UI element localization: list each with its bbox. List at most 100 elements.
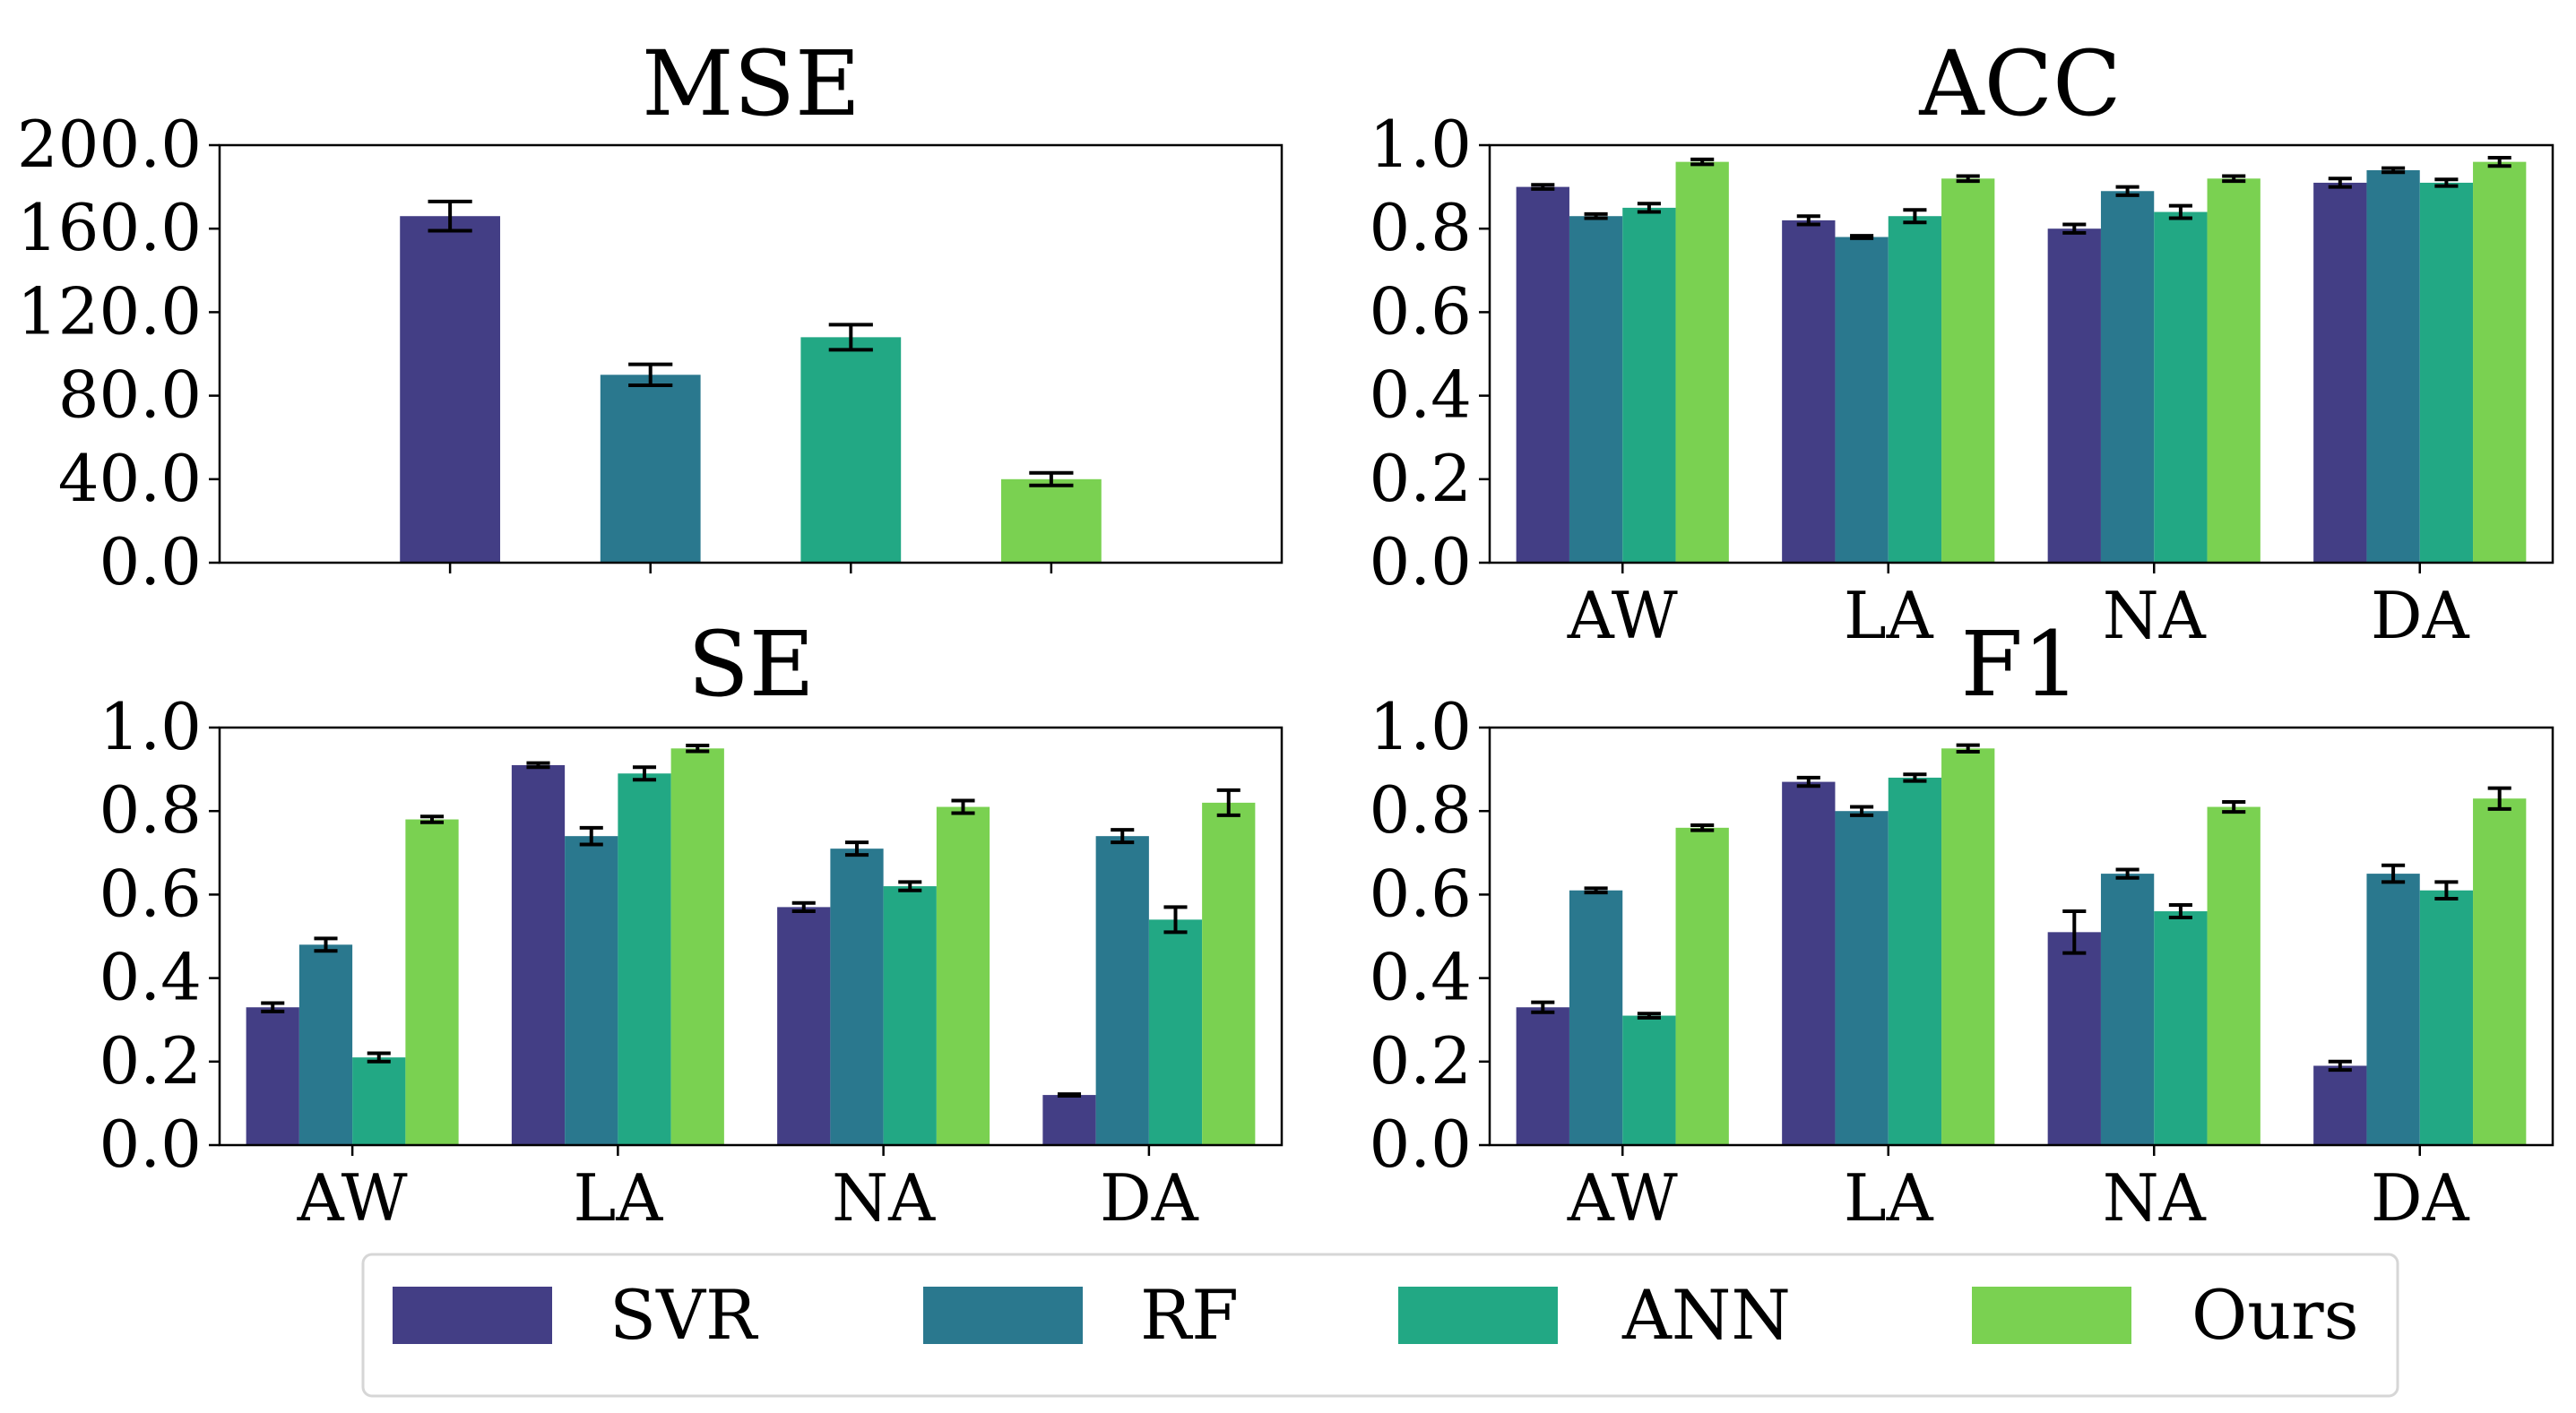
bar-f1-rf-la — [1835, 811, 1889, 1145]
panel-f1: F1 0.0 0.2 0.4 0.6 0.8 1.0 AW LA NA DA — [1369, 612, 2554, 1236]
ytick-label-f1: 0.0 — [1369, 1107, 1472, 1182]
error-bar-f1-ours-da — [2487, 786, 2511, 811]
axes-frame-f1 — [1488, 726, 2554, 1147]
error-bar-f1-ann-na — [2168, 903, 2192, 920]
bar-f1-svr-la — [1782, 781, 1836, 1145]
bar-f1-ann-la — [1888, 777, 1942, 1145]
ytick-label-f1: 0.2 — [1369, 1023, 1472, 1099]
panel-mse: MSE 0.0 40.0 80.0 120.0 160.0 200.0 — [17, 31, 1284, 599]
error-bar-se-svr-da — [1057, 1092, 1082, 1099]
error-bar-se-ann-na — [898, 880, 922, 892]
axes-frame-mse — [218, 143, 1284, 564]
error-bar-se-rf-da — [1111, 828, 1135, 845]
plot-area-f1: 0.0 0.2 0.4 0.6 0.8 1.0 AW LA NA DA — [1369, 689, 2554, 1236]
ytick-label-mse: 120.0 — [17, 273, 202, 349]
ytick-label-se: 0.2 — [99, 1023, 202, 1099]
bar-mse-ann — [800, 337, 902, 563]
bar-acc-svr-na — [2047, 228, 2101, 563]
axes-frame-acc — [1488, 143, 2554, 564]
xtick-label-f1-na: NA — [2103, 1160, 2207, 1236]
bar-acc-ann-na — [2154, 211, 2208, 563]
legend-swatch-ann — [1398, 1287, 1558, 1344]
panel-title-se: SE — [687, 612, 815, 717]
bar-acc-ours-aw — [1675, 161, 1729, 563]
bar-acc-rf-na — [2100, 191, 2155, 563]
legend-swatch-ours — [1972, 1287, 2131, 1344]
ytick-label-se: 0.4 — [99, 940, 202, 1015]
error-bar-f1-svr-aw — [1531, 1000, 1555, 1014]
error-bar-f1-svr-da — [2328, 1059, 2352, 1073]
bar-f1-ann-aw — [1622, 1015, 1676, 1145]
bar-mse-svr — [400, 216, 501, 563]
bar-mse-ours — [1000, 478, 1102, 563]
ytick-label-se: 0.6 — [99, 856, 202, 931]
bar-se-rf-la — [565, 836, 618, 1145]
bar-f1-svr-na — [2047, 932, 2101, 1145]
panel-acc: ACC 0.0 0.2 0.4 0.6 0.8 1.0 AW LA NA DA — [1369, 31, 2554, 653]
bar-acc-svr-da — [2313, 182, 2367, 563]
error-bar-se-rf-aw — [314, 936, 338, 953]
panel-title-f1: F1 — [1960, 612, 2079, 717]
legend-swatch-rf — [923, 1287, 1083, 1344]
error-bar-f1-ours-na — [2222, 799, 2246, 814]
bar-se-rf-aw — [298, 944, 353, 1145]
bar-f1-rf-da — [2366, 874, 2420, 1145]
ytick-label-se: 0.0 — [99, 1107, 202, 1182]
error-bar-se-svr-la — [526, 761, 550, 770]
bar-se-svr-la — [511, 764, 566, 1145]
error-bar-se-svr-na — [791, 900, 816, 914]
error-bar-mse-rf — [628, 362, 673, 387]
xtick-label-acc-da: DA — [2371, 578, 2470, 653]
ytick-label-acc: 0.6 — [1369, 273, 1472, 349]
error-bar-f1-svr-na — [2062, 909, 2087, 955]
error-bar-f1-ann-da — [2434, 880, 2459, 901]
bar-se-ann-da — [1148, 919, 1203, 1145]
bar-f1-ours-da — [2473, 798, 2527, 1145]
ytick-label-acc: 0.8 — [1369, 190, 1472, 265]
error-bar-acc-rf-aw — [1584, 211, 1608, 220]
bar-acc-ours-da — [2473, 161, 2527, 563]
bar-acc-svr-la — [1782, 220, 1836, 563]
error-bar-f1-rf-da — [2382, 863, 2406, 884]
error-bar-acc-svr-na — [2062, 222, 2087, 235]
bar-acc-rf-da — [2366, 169, 2420, 563]
ytick-label-se: 0.8 — [99, 772, 202, 848]
error-bar-f1-ours-la — [1956, 743, 1980, 754]
ytick-label-mse: 0.0 — [99, 524, 202, 599]
xtick-label-f1-aw: AW — [1567, 1160, 1678, 1236]
bar-acc-rf-la — [1835, 237, 1889, 563]
legend-label-ours: Ours — [2191, 1275, 2359, 1355]
error-bar-acc-rf-na — [2115, 185, 2139, 197]
error-bar-se-ours-da — [1216, 788, 1240, 817]
bar-acc-svr-aw — [1516, 186, 1569, 563]
bar-acc-ours-la — [1941, 178, 1995, 563]
bar-f1-rf-na — [2100, 874, 2155, 1145]
ytick-label-mse: 160.0 — [17, 190, 202, 265]
ytick-label-acc: 0.2 — [1369, 441, 1472, 516]
xtick-label-acc-la: LA — [1844, 578, 1934, 653]
bar-acc-ann-la — [1888, 216, 1942, 563]
xtick-label-se-da: DA — [1100, 1160, 1199, 1236]
bar-acc-ours-na — [2207, 178, 2260, 563]
xtick-label-acc-na: NA — [2103, 578, 2207, 653]
error-bar-f1-rf-na — [2115, 867, 2139, 880]
ytick-label-acc: 0.0 — [1369, 524, 1472, 599]
error-bar-acc-ann-aw — [1637, 202, 1661, 214]
bar-se-rf-da — [1095, 836, 1149, 1145]
xtick-label-f1-da: DA — [2371, 1160, 2470, 1236]
error-bar-acc-rf-la — [1850, 234, 1874, 240]
legend-frame — [361, 1253, 2399, 1398]
plot-area-se: 0.0 0.2 0.4 0.6 0.8 1.0 AW LA NA DA — [99, 689, 1284, 1236]
error-bar-f1-ann-la — [1903, 772, 1927, 783]
error-bar-acc-ours-aw — [1690, 157, 1715, 167]
legend: SVR RF ANN Ours — [361, 1253, 2399, 1398]
bar-se-rf-na — [830, 849, 884, 1145]
xtick-label-se-na: NA — [832, 1160, 936, 1236]
bar-f1-ours-la — [1941, 748, 1995, 1145]
error-bar-acc-svr-la — [1796, 214, 1820, 227]
error-bar-acc-ann-na — [2168, 203, 2192, 220]
error-bar-se-ann-la — [632, 765, 657, 782]
error-bar-mse-svr — [428, 199, 472, 233]
error-bar-acc-rf-da — [2382, 166, 2406, 175]
